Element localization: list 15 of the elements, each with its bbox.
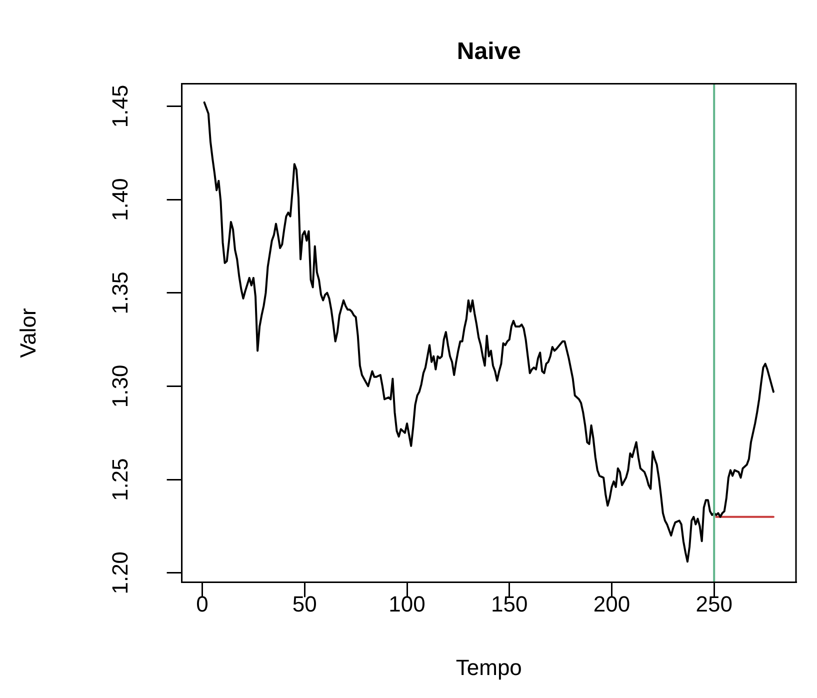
x-tick-label: 100 — [388, 591, 426, 616]
y-tick-label: 1.20 — [107, 551, 132, 594]
y-axis-title: Valor — [15, 308, 40, 358]
y-tick-label: 1.30 — [107, 364, 132, 408]
x-tick-label: 200 — [593, 591, 630, 616]
x-tick-label: 0 — [196, 591, 208, 616]
y-tick-label: 1.35 — [107, 271, 132, 314]
x-tick-label: 250 — [696, 591, 732, 616]
x-tick-label: 150 — [491, 591, 528, 616]
y-tick-label: 1.40 — [107, 178, 132, 221]
x-axis-title: Tempo — [456, 654, 522, 680]
x-tick-label: 50 — [292, 591, 317, 616]
y-tick-label: 1.25 — [107, 458, 132, 501]
y-tick-label: 1.45 — [107, 84, 132, 128]
chart-title: Naive — [456, 38, 521, 66]
